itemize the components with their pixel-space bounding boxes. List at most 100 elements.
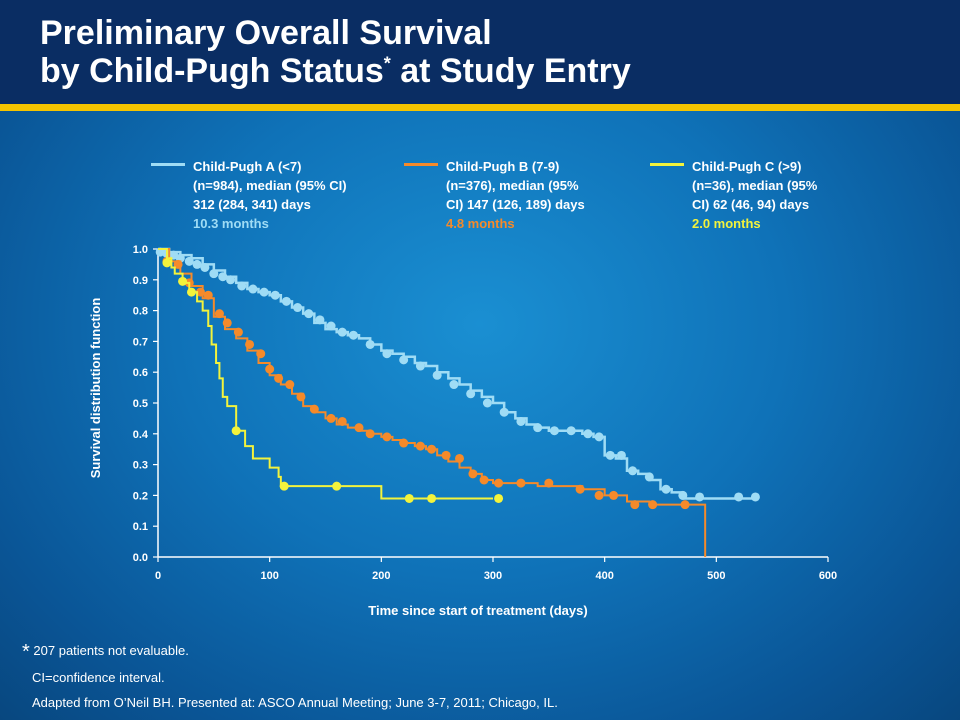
censor-marker-child-pugh-b bbox=[680, 500, 690, 510]
censor-marker-child-pugh-a bbox=[248, 284, 258, 294]
censor-marker-child-pugh-c bbox=[279, 481, 289, 491]
footnote-1: 207 patients not evaluable. bbox=[29, 643, 189, 658]
x-tick-label: 600 bbox=[819, 570, 837, 582]
censor-marker-child-pugh-c bbox=[178, 276, 188, 286]
legend-item-child-pugh-a: Child-Pugh A (<7) (n=984), median (95% C… bbox=[151, 157, 393, 233]
slide-title: Preliminary Overall Survival by Child-Pu… bbox=[40, 14, 631, 90]
censor-marker-child-pugh-c bbox=[162, 258, 172, 268]
x-tick-label: 200 bbox=[372, 570, 390, 582]
censor-marker-child-pugh-a bbox=[293, 303, 303, 313]
censor-marker-child-pugh-b bbox=[354, 423, 364, 433]
censor-marker-child-pugh-b bbox=[203, 290, 213, 300]
censor-marker-child-pugh-b bbox=[382, 432, 392, 442]
title-asterisk: * bbox=[383, 53, 391, 74]
censor-marker-child-pugh-a bbox=[605, 450, 615, 460]
footnote-2: CI=confidence interval. bbox=[32, 670, 165, 685]
y-tick-label: 0.2 bbox=[133, 490, 148, 502]
censor-marker-child-pugh-a bbox=[337, 327, 347, 337]
x-tick-label: 500 bbox=[707, 570, 725, 582]
censor-marker-child-pugh-a bbox=[566, 426, 576, 436]
censor-marker-child-pugh-b bbox=[479, 475, 489, 485]
censor-marker-child-pugh-a bbox=[466, 389, 476, 399]
censor-marker-child-pugh-b bbox=[274, 373, 284, 383]
censor-marker-child-pugh-a bbox=[415, 361, 425, 371]
y-tick-label: 0.6 bbox=[133, 367, 148, 379]
censor-marker-child-pugh-c bbox=[494, 493, 504, 503]
censor-marker-child-pugh-a bbox=[594, 432, 604, 442]
censor-marker-child-pugh-a bbox=[192, 259, 202, 269]
series-line-child-pugh-c bbox=[158, 248, 493, 500]
censor-marker-child-pugh-b bbox=[337, 416, 347, 426]
censor-marker-child-pugh-a bbox=[315, 315, 325, 325]
legend-label-b: Child-Pugh B (7-9) (n=376), median (95% … bbox=[446, 159, 585, 212]
legend-swatch-c bbox=[650, 163, 684, 166]
censor-marker-child-pugh-a bbox=[348, 330, 358, 340]
censor-marker-child-pugh-b bbox=[427, 444, 437, 454]
censor-marker-child-pugh-b bbox=[222, 318, 232, 328]
censor-marker-child-pugh-b bbox=[441, 450, 451, 460]
censor-marker-child-pugh-a bbox=[326, 321, 336, 331]
censor-marker-child-pugh-a bbox=[382, 349, 392, 359]
censor-marker-child-pugh-c bbox=[427, 493, 437, 503]
censor-marker-child-pugh-b bbox=[494, 478, 504, 488]
x-axis-label: Time since start of treatment (days) bbox=[368, 603, 587, 618]
censor-marker-child-pugh-b bbox=[516, 478, 526, 488]
censor-marker-child-pugh-b bbox=[309, 404, 319, 414]
y-tick-label: 0.8 bbox=[133, 306, 148, 318]
censor-marker-child-pugh-c bbox=[187, 287, 196, 297]
x-tick-label: 400 bbox=[595, 570, 613, 582]
censor-marker-child-pugh-a bbox=[516, 416, 526, 426]
header-accent-line bbox=[0, 104, 960, 111]
series-line-child-pugh-a bbox=[158, 247, 756, 500]
censor-marker-child-pugh-b bbox=[594, 490, 604, 500]
censor-marker-child-pugh-a bbox=[695, 492, 705, 502]
censor-marker-child-pugh-a bbox=[399, 355, 409, 365]
censor-marker-child-pugh-a bbox=[533, 423, 543, 433]
title-line-1: Preliminary Overall Survival bbox=[40, 14, 492, 52]
censor-marker-child-pugh-b bbox=[630, 500, 640, 510]
censor-marker-child-pugh-b bbox=[173, 259, 183, 269]
censor-marker-child-pugh-b bbox=[195, 287, 205, 297]
censor-marker-child-pugh-a bbox=[281, 296, 291, 306]
y-tick-label: 1.0 bbox=[133, 244, 148, 256]
footnotes: * 207 patients not evaluable. CI=confide… bbox=[22, 638, 558, 715]
legend-item-child-pugh-c: Child-Pugh C (>9) (n=36), median (95% CI… bbox=[650, 157, 892, 233]
censor-marker-child-pugh-b bbox=[326, 413, 336, 423]
censor-marker-child-pugh-a bbox=[499, 407, 509, 417]
censor-marker-child-pugh-b bbox=[544, 478, 554, 488]
censor-marker-child-pugh-a bbox=[628, 466, 638, 476]
series-line-child-pugh-b bbox=[158, 248, 707, 557]
legend-median-c: 2.0 months bbox=[692, 216, 761, 231]
x-tick-label: 100 bbox=[260, 570, 278, 582]
y-axis-label: Survival distribution function bbox=[88, 298, 103, 479]
censor-marker-child-pugh-a bbox=[432, 370, 442, 380]
censor-marker-child-pugh-c bbox=[231, 426, 241, 436]
censor-marker-child-pugh-a bbox=[750, 492, 760, 502]
censor-marker-child-pugh-a bbox=[678, 490, 688, 500]
title-line-2: by Child-Pugh Status bbox=[40, 52, 384, 90]
y-tick-label: 0.9 bbox=[133, 275, 148, 287]
censor-marker-child-pugh-b bbox=[285, 380, 295, 390]
censor-marker-child-pugh-b bbox=[265, 364, 275, 374]
censor-marker-child-pugh-b bbox=[365, 429, 375, 439]
censor-marker-child-pugh-a bbox=[237, 281, 247, 291]
censor-marker-child-pugh-b bbox=[455, 453, 464, 463]
title-bar: Preliminary Overall Survival by Child-Pu… bbox=[0, 0, 960, 104]
footnote-asterisk: * bbox=[22, 641, 30, 663]
censor-marker-child-pugh-c bbox=[332, 481, 342, 491]
legend-median-a: 10.3 months bbox=[193, 216, 269, 231]
censor-marker-child-pugh-a bbox=[549, 426, 559, 436]
censor-marker-child-pugh-b bbox=[575, 484, 585, 494]
censor-marker-child-pugh-a bbox=[259, 287, 269, 297]
legend-swatch-a bbox=[151, 163, 185, 166]
censor-marker-child-pugh-a bbox=[365, 339, 375, 349]
censor-marker-child-pugh-a bbox=[482, 398, 492, 408]
censor-marker-child-pugh-a bbox=[661, 484, 671, 494]
x-tick-label: 0 bbox=[155, 570, 161, 582]
censor-marker-child-pugh-a bbox=[226, 275, 236, 285]
censor-marker-child-pugh-a bbox=[270, 290, 280, 300]
censor-marker-child-pugh-b bbox=[468, 469, 478, 479]
y-tick-label: 0.5 bbox=[133, 398, 148, 410]
censor-marker-child-pugh-b bbox=[399, 438, 409, 448]
